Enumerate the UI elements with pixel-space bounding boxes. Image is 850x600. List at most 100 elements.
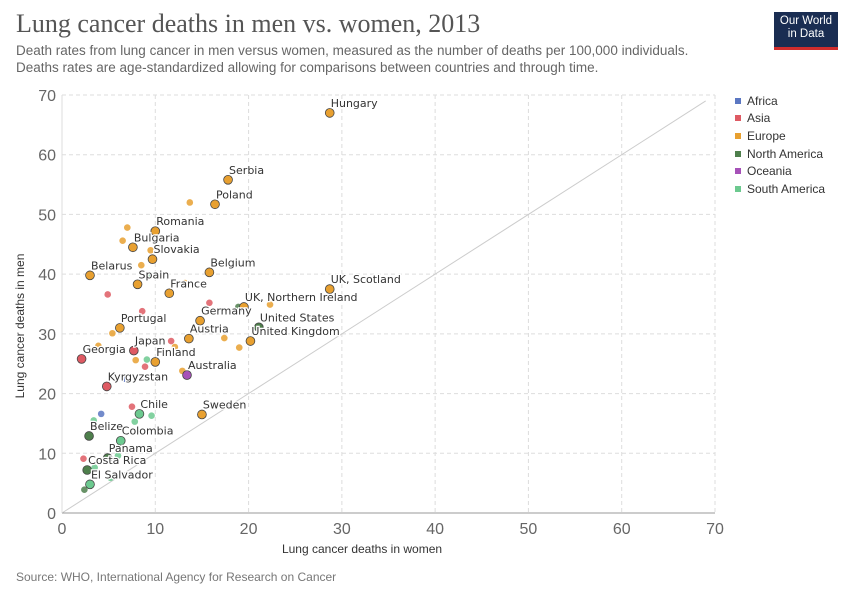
- x-tick-label: 60: [613, 521, 631, 538]
- legend-item[interactable]: Europe: [735, 127, 825, 145]
- point-label: France: [170, 277, 207, 290]
- data-point: [97, 410, 105, 418]
- data-point: [101, 381, 112, 392]
- point-label: Panama: [109, 442, 153, 455]
- point-label: Bulgaria: [134, 231, 180, 244]
- data-point: [128, 403, 136, 411]
- data-point: [195, 315, 205, 326]
- point-label: Austria: [190, 323, 229, 336]
- data-point: [186, 199, 194, 206]
- data-point: [134, 409, 145, 419]
- point-label: Australia: [188, 359, 237, 372]
- data-point: [324, 284, 335, 294]
- data-point: [167, 337, 175, 345]
- data-point: [76, 354, 87, 364]
- point-label: Colombia: [122, 425, 174, 438]
- data-point: [132, 356, 139, 364]
- data-point: [128, 242, 138, 253]
- data-point: [182, 370, 192, 380]
- x-tick-label: 40: [426, 521, 444, 538]
- data-point: [147, 254, 158, 265]
- grid: [61, 94, 716, 514]
- x-axis-title: Lung cancer deaths in women: [282, 542, 442, 556]
- data-point: [124, 224, 131, 231]
- point-label: Romania: [156, 215, 204, 228]
- data-point: [84, 431, 94, 441]
- data-point: [224, 362, 232, 370]
- data-point: [184, 333, 194, 344]
- data-point: [239, 302, 249, 312]
- y-tick-label: 40: [38, 267, 56, 284]
- data-point: [235, 344, 243, 351]
- data-point: [141, 363, 149, 371]
- y-tick-label: 30: [38, 327, 56, 344]
- y-tick-label: 10: [38, 446, 56, 463]
- data-point: [131, 418, 139, 425]
- x-tick-label: 0: [58, 521, 67, 538]
- point-label: Belarus: [91, 259, 133, 272]
- point-label: Finland: [156, 346, 195, 359]
- legend-swatch: [735, 97, 741, 104]
- source-note: Source: WHO, International Agency for Re…: [16, 570, 337, 584]
- x-tick-label: 70: [706, 521, 724, 538]
- legend-item[interactable]: South America: [735, 180, 825, 198]
- data-point: [221, 334, 228, 342]
- data-point: [137, 261, 145, 269]
- legend-item[interactable]: Asia: [735, 110, 825, 128]
- data-point: [147, 246, 154, 254]
- data-point: [119, 237, 126, 245]
- legend-item[interactable]: Oceania: [735, 162, 825, 180]
- point-label: Sweden: [203, 398, 246, 411]
- data-point: [129, 345, 139, 356]
- legend-label: North America: [747, 146, 824, 161]
- point-label: Belize: [90, 420, 123, 433]
- data-point: [90, 417, 98, 424]
- point-label: Germany: [201, 305, 252, 318]
- y-tick-label: 0: [47, 506, 56, 523]
- data-point: [85, 270, 95, 281]
- logo-line: Our World: [779, 15, 833, 27]
- legend-label: Asia: [747, 111, 771, 126]
- point-label: Hungary: [331, 97, 378, 110]
- owid-logo[interactable]: Our World in Data: [774, 12, 838, 50]
- point-label: Belgium: [210, 256, 255, 269]
- data-point: [95, 342, 102, 350]
- data-point: [132, 279, 143, 290]
- point-label: Serbia: [229, 164, 264, 177]
- data-point: [204, 267, 215, 278]
- legend: Africa Asia Europe North America Oceania Sout…: [735, 92, 825, 198]
- data-point: [147, 272, 154, 279]
- data-point: [150, 226, 161, 236]
- legend-swatch: [735, 185, 741, 192]
- point-label: UK, Scotland: [331, 273, 401, 286]
- chart-subtitle: Death rates from lung cancer in men vers…: [16, 43, 756, 76]
- data-point: [197, 409, 207, 420]
- legend-label: Europe: [747, 128, 786, 143]
- point-label: Chile: [140, 398, 168, 411]
- legend-label: South America: [747, 181, 826, 196]
- data-point: [107, 474, 114, 482]
- y-axis-title: Lung cancer deaths in men: [13, 254, 27, 399]
- y-tick-label: 50: [38, 207, 56, 224]
- x-tick-label: 30: [333, 521, 351, 538]
- point-label: El Salvador: [91, 468, 153, 481]
- data-point: [115, 323, 125, 333]
- data-point: [104, 291, 112, 298]
- x-tick-label: 50: [520, 521, 538, 538]
- legend-item[interactable]: North America: [735, 145, 825, 163]
- point-label: Japan: [134, 335, 166, 348]
- data-point: [245, 336, 256, 346]
- point-label: UK, Northern Ireland: [245, 291, 358, 304]
- legend-item[interactable]: Africa: [735, 92, 825, 110]
- data-point: [114, 452, 122, 459]
- data-point: [109, 329, 116, 337]
- axes: 0 10 20 30 40 50 60 70 0 10 20 30 40 50 60 70 Lung cance…: [13, 88, 724, 556]
- chart-title: Lung cancer deaths in men vs. women, 201…: [16, 9, 481, 38]
- legend-swatch: [735, 150, 741, 157]
- data-point: [206, 299, 213, 307]
- x-tick-label: 10: [146, 521, 164, 538]
- point-label: Portugal: [121, 312, 167, 325]
- point-label: Costa Rica: [88, 454, 146, 467]
- y-tick-label: 20: [38, 387, 56, 404]
